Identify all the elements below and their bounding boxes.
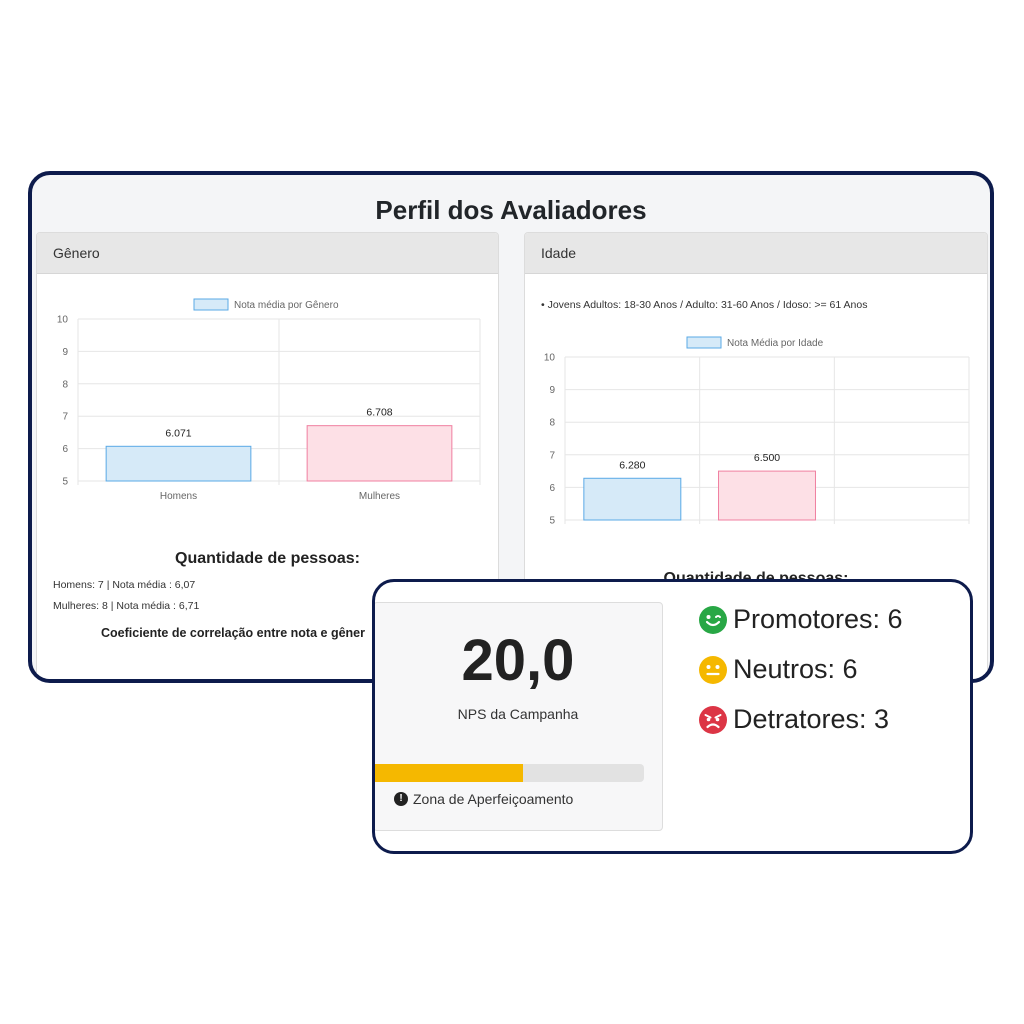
gender-card-header: Gênero bbox=[37, 233, 498, 274]
x-tick-label: Homens bbox=[160, 491, 197, 502]
stat-promoters: Promotores: 6 bbox=[699, 604, 903, 635]
y-tick-label: 7 bbox=[549, 450, 555, 461]
stat-detractors-label: Detratores: 3 bbox=[733, 704, 890, 734]
bar-jovens-adultos bbox=[583, 477, 682, 521]
y-tick-label: 8 bbox=[62, 379, 68, 390]
age-card-header: Idade bbox=[525, 233, 987, 274]
bar-value-label: 6.708 bbox=[366, 407, 392, 419]
smile-face-icon bbox=[699, 605, 727, 634]
nps-panel: 20,0 NPS da Campanha ! Zona de Aperfeiço… bbox=[372, 579, 973, 854]
y-tick-label: 5 bbox=[62, 477, 68, 488]
x-tick-label: Mulheres bbox=[359, 491, 400, 502]
bar-value-label: 6.500 bbox=[754, 452, 780, 464]
bar-value-label: 6.280 bbox=[619, 459, 645, 471]
legend-label: Nota média por Gênero bbox=[234, 300, 339, 311]
bar-homens bbox=[105, 445, 252, 482]
stat-neutrals-label: Neutros: 6 bbox=[733, 654, 858, 684]
y-tick-label: 9 bbox=[549, 385, 555, 396]
page-title: Perfil dos Avaliadores bbox=[375, 195, 647, 225]
y-tick-label: 10 bbox=[57, 315, 69, 326]
y-tick-label: 6 bbox=[549, 483, 555, 494]
bar-value-label: 6.071 bbox=[165, 427, 191, 439]
gender-correlation: Coeficiente de correlação entre nota e g… bbox=[101, 626, 365, 640]
nps-zone: ! Zona de Aperfeiçoamento bbox=[394, 791, 573, 807]
gender-qty-men: Homens: 7 | Nota média : 6,07 bbox=[53, 579, 196, 591]
y-tick-label: 8 bbox=[549, 418, 555, 429]
bar-mulheres bbox=[306, 425, 453, 482]
nps-card: 20,0 NPS da Campanha ! Zona de Aperfeiço… bbox=[375, 602, 663, 831]
legend-label: Nota Média por Idade bbox=[727, 338, 824, 349]
stat-detractors: Detratores: 3 bbox=[699, 704, 889, 735]
neutral-face-icon bbox=[699, 655, 727, 684]
legend-swatch bbox=[686, 336, 722, 349]
gender-qty-title: Quantidade de pessoas: bbox=[175, 550, 360, 567]
gender-qty-women: Mulheres: 8 | Nota média : 6,71 bbox=[53, 600, 200, 612]
nps-label: NPS da Campanha bbox=[457, 706, 579, 722]
exclamation-circle-icon: ! bbox=[394, 792, 408, 806]
y-tick-label: 5 bbox=[549, 516, 555, 527]
nps-zone-label: Zona de Aperfeiçoamento bbox=[413, 791, 574, 807]
y-tick-label: 7 bbox=[62, 412, 68, 423]
bar-adultos bbox=[718, 470, 816, 521]
nps-progress-bar bbox=[375, 764, 644, 782]
angry-face-icon bbox=[699, 705, 727, 734]
y-tick-label: 9 bbox=[62, 347, 68, 358]
y-tick-label: 6 bbox=[62, 444, 68, 455]
nps-progress-fill bbox=[375, 764, 523, 782]
y-tick-label: 10 bbox=[544, 353, 556, 364]
legend-swatch bbox=[193, 298, 229, 311]
stat-neutrals: Neutros: 6 bbox=[699, 654, 858, 685]
stat-promoters-label: Promotores: 6 bbox=[733, 604, 903, 634]
nps-value: 20,0 bbox=[461, 628, 575, 693]
gender-chart: Nota média por Gênero 5 6 7 8 9 10 6.071 Homens 6… bbox=[57, 298, 481, 502]
age-group-note: • Jovens Adultos: 18-30 Anos / Adulto: 3… bbox=[541, 299, 868, 311]
